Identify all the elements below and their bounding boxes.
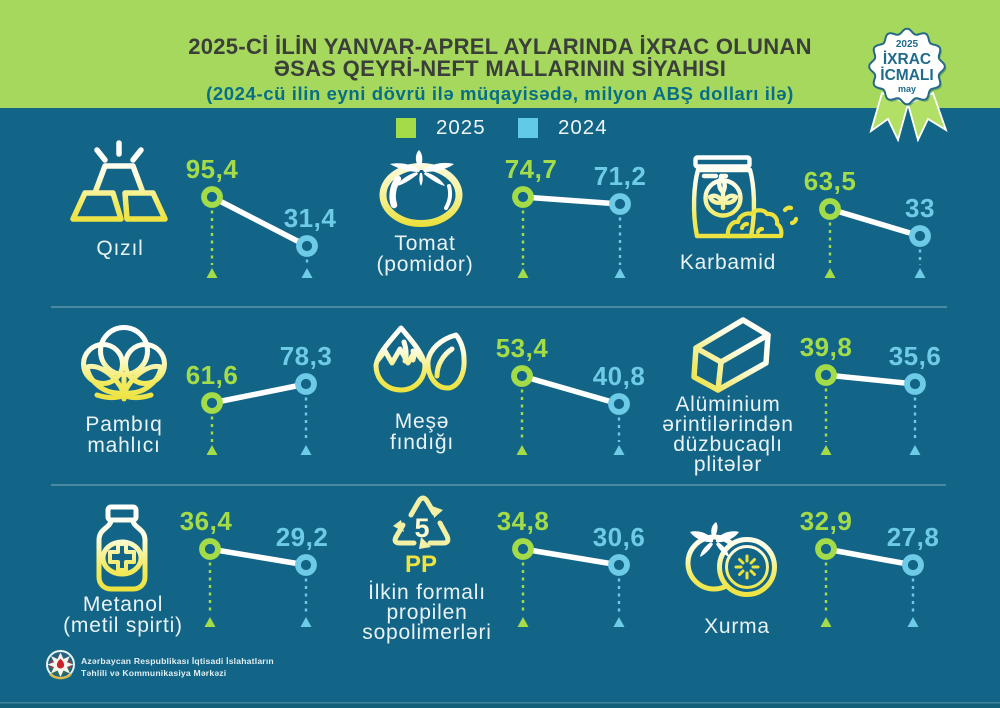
svg-text:İCMALI: İCMALI bbox=[880, 67, 933, 84]
svg-text:İXRAC: İXRAC bbox=[883, 51, 931, 68]
svg-text:2025: 2025 bbox=[896, 39, 919, 50]
svg-text:5: 5 bbox=[414, 513, 429, 543]
svg-text:may: may bbox=[898, 84, 916, 94]
svg-text:PP: PP bbox=[405, 551, 437, 578]
